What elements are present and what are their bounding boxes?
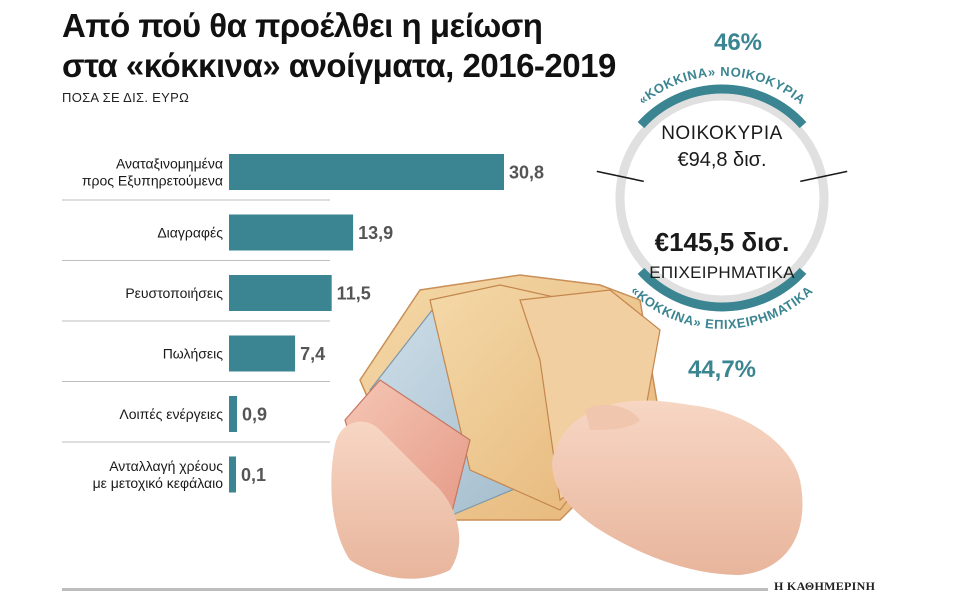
value-label-2: 13,9: [358, 223, 393, 243]
households-percent: 46%: [714, 29, 762, 56]
source-label: Η ΚΑΘΗΜΕΡΙΝΗ: [774, 579, 876, 593]
category-label-5: Λοιπές ενέργειες: [119, 406, 223, 422]
donut-ring: [615, 91, 829, 305]
business-arc: [637, 267, 807, 312]
hand-left: [331, 421, 460, 579]
bar-chart: 30,8 Αναταξινομημένα προς Εξυπηρετούμενα 13…: [62, 154, 544, 493]
hand-right: [552, 400, 803, 575]
category-label-3: Ρευστοποιήσεις: [125, 285, 223, 301]
thumb-right: [585, 404, 640, 430]
households-name: ΝΟΙΚΟΚΥΡΙΑ: [661, 123, 783, 144]
value-label-3: 11,5: [337, 284, 371, 304]
category-label-1: Αναταξινομημένα προς Εξυπηρετούμενα: [82, 156, 223, 189]
banknotes-photo: [331, 274, 803, 579]
households-arc: [637, 84, 807, 129]
category-label-4: Πωλήσεις: [163, 346, 224, 362]
households-amount: €94,8 δισ.: [677, 149, 766, 171]
value-label-6: 0,1: [241, 465, 266, 485]
footer-divider: [62, 588, 768, 591]
bar-3: [229, 275, 332, 311]
chart-title: Από πού θα προέλθει η μείωση στα «κόκκιν…: [62, 6, 616, 86]
chart-subtitle: ΠΟΣΑ ΣΕ ΔΙΣ. ΕΥΡΩ: [62, 90, 190, 105]
title-line-1: Από πού θα προέλθει η μείωση: [62, 7, 543, 44]
bar-4: [229, 335, 296, 372]
business-amount: €145,5 δισ.: [655, 227, 790, 257]
bar-1: [229, 154, 504, 190]
value-label-5: 0,9: [242, 405, 267, 425]
value-label-1: 30,8: [509, 163, 544, 183]
value-label-4: 7,4: [300, 344, 325, 364]
category-label-2: Διαγραφές: [157, 225, 223, 241]
divider-right: [800, 170, 848, 183]
business-name: ΕΠΙΧΕΙΡΗΜΑΤΙΚΑ: [649, 263, 795, 282]
bar-5: [229, 396, 238, 432]
business-percent: 44,7%: [688, 356, 756, 383]
bar-2: [229, 214, 354, 251]
title-line-2: στα «κόκκινα» ανοίγματα, 2016-2019: [62, 47, 616, 84]
category-label-6: Ανταλλαγή χρέους με μετοχικό κεφάλαιο: [93, 458, 224, 491]
bar-6: [229, 456, 236, 493]
divider-left: [596, 170, 644, 183]
